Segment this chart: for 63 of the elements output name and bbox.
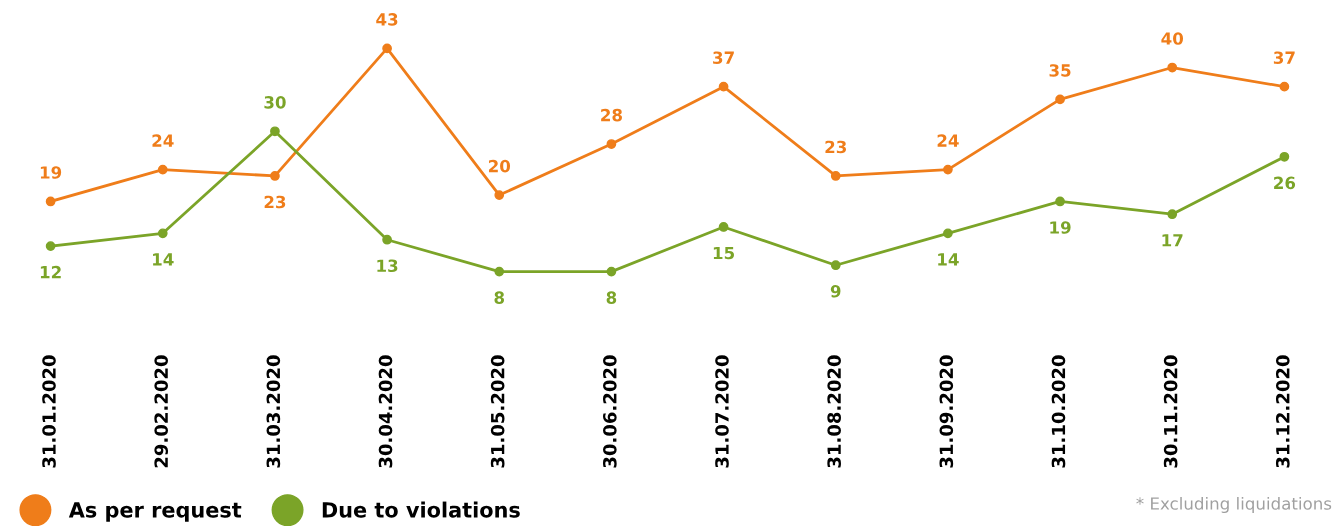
point <box>718 81 729 92</box>
data-label: 14 <box>153 253 174 266</box>
data-label: 19 <box>40 166 62 179</box>
data-label: 23 <box>264 195 286 209</box>
x-tick-label: 31.03.2020 <box>266 355 281 468</box>
point <box>830 260 841 271</box>
point <box>718 222 729 232</box>
point <box>382 234 392 245</box>
x-tick-label: 31.10.2020 <box>1051 355 1066 468</box>
text: * Excluding liquidations <box>1136 496 1332 514</box>
x-tick-label: 29.02.2020 <box>154 355 169 468</box>
data-label: 17 <box>1162 234 1183 247</box>
data-label: 35 <box>1049 64 1071 77</box>
data-label: 26 <box>1274 176 1296 190</box>
data-label: 13 <box>377 259 398 273</box>
data-label: 43 <box>376 13 398 26</box>
data-label: 20 <box>488 159 511 173</box>
x-tick-label: 31.09.2020 <box>939 355 954 468</box>
point <box>270 126 280 137</box>
x-tick-label: 31.01.2020 <box>42 355 56 468</box>
point <box>1279 81 1290 92</box>
data-label: 15 <box>713 246 735 260</box>
point <box>943 164 953 175</box>
data-label: 37 <box>1273 51 1295 64</box>
data-label: 24 <box>152 134 174 147</box>
legend-label: As per request <box>68 502 242 522</box>
x-tick-label: 31.12.2020 <box>1275 355 1290 468</box>
point <box>606 139 617 149</box>
data-label: 12 <box>40 265 61 279</box>
legend-label: Due to violations <box>322 501 520 518</box>
point <box>494 266 505 277</box>
point <box>1167 209 1178 220</box>
data-label: 8 <box>494 291 505 304</box>
point <box>270 171 280 181</box>
x-tick-label: 31.08.2020 <box>827 355 841 468</box>
x-tick-label: 30.11.2020 <box>1163 355 1178 468</box>
data-label: 19 <box>1050 221 1071 234</box>
point <box>382 43 392 54</box>
point <box>157 228 168 239</box>
x-tick-label: 30.06.2020 <box>603 355 617 468</box>
data-label: 14 <box>938 253 959 266</box>
data-label: 8 <box>606 291 617 304</box>
x-tick-label: 30.04.2020 <box>378 355 393 468</box>
data-label: 24 <box>937 134 959 147</box>
data-label: 9 <box>830 284 841 298</box>
point <box>1055 94 1065 105</box>
point <box>45 196 56 207</box>
x-tick-label: 31.05.2020 <box>490 355 505 468</box>
point <box>1055 196 1065 207</box>
data-label: 23 <box>825 140 847 154</box>
data-label: 30 <box>264 96 286 109</box>
point <box>494 190 505 200</box>
point <box>1167 62 1178 73</box>
point <box>45 241 56 251</box>
data-label: 37 <box>713 51 734 64</box>
point <box>606 266 617 277</box>
point <box>1279 151 1290 162</box>
point <box>830 171 841 181</box>
point <box>157 164 168 175</box>
data-label: 28 <box>601 108 622 122</box>
point <box>943 228 953 239</box>
x-tick-label: 31.07.2020 <box>715 355 729 468</box>
data-label: 40 <box>1161 32 1184 45</box>
